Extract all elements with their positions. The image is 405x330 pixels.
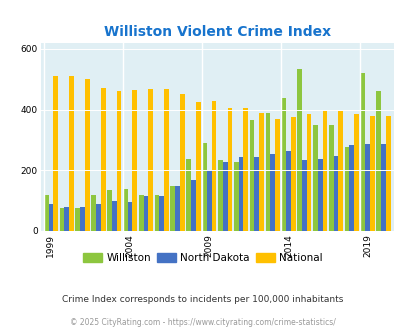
Bar [286, 151, 290, 231]
Bar [60, 208, 64, 231]
Title: Williston Violent Crime Index: Williston Violent Crime Index [103, 25, 330, 39]
Bar [243, 108, 247, 231]
Bar [128, 202, 132, 231]
Bar [333, 156, 337, 231]
Bar [175, 186, 179, 231]
Bar [290, 117, 295, 231]
Bar [227, 108, 232, 231]
Bar [281, 97, 286, 231]
Bar [148, 89, 153, 231]
Bar [186, 159, 191, 231]
Bar [349, 145, 353, 231]
Bar [143, 196, 148, 231]
Bar [112, 201, 116, 231]
Bar [164, 89, 168, 231]
Bar [270, 154, 274, 231]
Bar [85, 79, 90, 231]
Bar [69, 76, 74, 231]
Bar [385, 116, 390, 231]
Bar [312, 125, 317, 231]
Bar [202, 143, 207, 231]
Bar [116, 91, 121, 231]
Bar [123, 189, 128, 231]
Legend: Williston, North Dakota, National: Williston, North Dakota, National [79, 249, 326, 267]
Bar [195, 102, 200, 231]
Bar [375, 91, 380, 231]
Bar [222, 162, 227, 231]
Bar [100, 88, 105, 231]
Bar [132, 90, 137, 231]
Bar [170, 186, 175, 231]
Bar [258, 113, 263, 231]
Bar [322, 110, 326, 231]
Bar [274, 119, 279, 231]
Bar [265, 113, 270, 231]
Bar [159, 196, 164, 231]
Bar [211, 101, 216, 231]
Bar [191, 180, 195, 231]
Bar [91, 195, 96, 231]
Bar [53, 76, 58, 231]
Bar [306, 114, 311, 231]
Text: © 2025 CityRating.com - https://www.cityrating.com/crime-statistics/: © 2025 CityRating.com - https://www.city… [70, 318, 335, 327]
Text: Crime Index corresponds to incidents per 100,000 inhabitants: Crime Index corresponds to incidents per… [62, 295, 343, 304]
Bar [139, 195, 143, 231]
Bar [296, 69, 301, 231]
Bar [360, 73, 364, 231]
Bar [301, 160, 306, 231]
Bar [380, 144, 385, 231]
Bar [154, 195, 159, 231]
Bar [328, 125, 333, 231]
Bar [344, 147, 349, 231]
Bar [207, 170, 211, 231]
Bar [44, 195, 49, 231]
Bar [364, 144, 369, 231]
Bar [353, 114, 358, 231]
Bar [179, 94, 184, 231]
Bar [254, 157, 258, 231]
Bar [317, 159, 322, 231]
Bar [217, 160, 222, 231]
Bar [49, 204, 53, 231]
Bar [64, 207, 69, 231]
Bar [369, 116, 374, 231]
Bar [75, 208, 80, 231]
Bar [238, 157, 243, 231]
Bar [233, 162, 238, 231]
Bar [249, 120, 254, 231]
Bar [337, 111, 342, 231]
Bar [80, 207, 85, 231]
Bar [107, 190, 112, 231]
Bar [96, 204, 100, 231]
